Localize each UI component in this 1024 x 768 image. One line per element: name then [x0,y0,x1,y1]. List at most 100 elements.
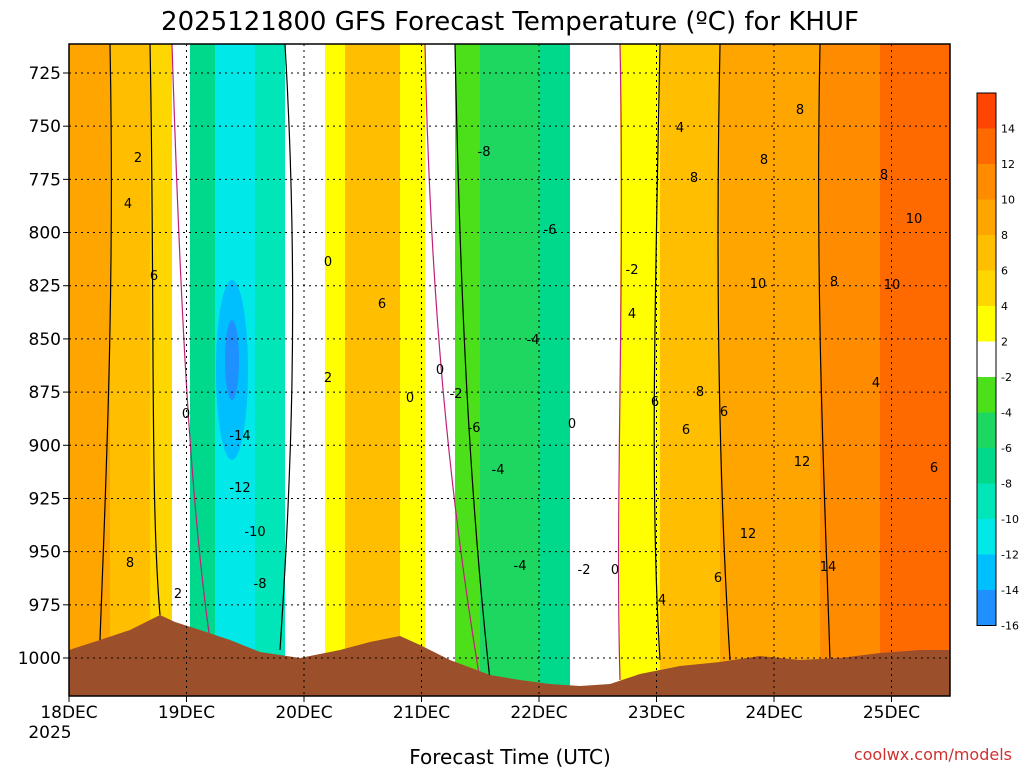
colorbar-label: 2 [1001,336,1008,349]
temperature-band [720,44,820,696]
y-tick-label: 800 [29,224,61,244]
contour-label: 4 [872,376,880,391]
colorbar-swatch [977,270,996,306]
y-tick-label: 775 [29,170,61,190]
temperature-band [190,44,215,696]
x-tick-label: 25DEC [863,703,920,723]
x-axis-title: Forecast Time (UTC) [409,745,611,768]
temperature-band [285,44,325,696]
temperature-band [455,44,480,696]
y-tick-label: 1000 [18,649,61,669]
colorbar-label: -10 [1001,513,1019,526]
colorbar-label: -2 [1001,371,1012,384]
contour-line [454,44,491,681]
x-axis-year-label: 2025 [28,723,71,743]
y-tick-label: 750 [29,117,61,137]
contour-label: -4 [527,333,540,348]
contour-label: -8 [478,145,491,160]
contour-label: -4 [514,559,527,574]
contour-label: -2 [578,563,591,578]
contour-line [818,44,831,661]
terrain-surface [69,615,950,696]
contour-value-labels: 2 4 6 8 0 -14 -12 -10 -8 0 2 6 0 0 -2 -6 -4 -8 -6 -4 -4 0 -2 -2… [124,103,938,608]
colorbar-label: -16 [1001,620,1019,633]
y-tick-label: 875 [29,383,61,403]
contour-label: 2 [134,151,142,166]
colorbar-label: -12 [1001,549,1019,562]
contour-label: -2 [450,387,463,402]
x-tick-label: 18DEC [40,703,97,723]
temperature-band [345,44,400,696]
plot-border [68,43,951,697]
contour-label: 4 [676,121,684,136]
contour-label: 0 [324,255,332,270]
contour-label: 12 [794,455,811,470]
contour-label: 4 [628,307,636,322]
colorbar-label: -8 [1001,478,1012,491]
colorbar-swatch [977,483,996,519]
colorbar-label: -14 [1001,584,1019,597]
temperature-fill-layer [69,44,950,696]
y-tick-label: 925 [29,489,61,509]
colorbar-swatch [977,519,996,555]
contour-label: 8 [796,103,804,118]
contour-line [424,44,481,681]
contour-label: 8 [760,153,768,168]
contour-label: -14 [229,429,250,444]
temperature-band [172,44,190,696]
colorbar-swatch [977,341,996,377]
colorbar-border [976,92,997,626]
contour-label: 6 [682,423,690,438]
colorbar-label: -4 [1001,407,1012,420]
contour-label: -10 [244,525,265,540]
grid-lines [69,44,950,696]
contour-label: 8 [696,385,704,400]
contour-label: 6 [720,405,728,420]
x-tick-label: 23DEC [628,703,685,723]
contour-label: 6 [930,461,938,476]
x-axis-date-ticks: 18DEC 19DEC 20DEC 21DEC 22DEC 23DEC 24DEC 25DEC [40,696,920,723]
colorbar-swatch [977,306,996,342]
temperature-band [880,44,950,696]
temperature-band [110,44,150,696]
colorbar-label: 14 [1001,123,1015,136]
x-tick-label: 20DEC [275,703,332,723]
colorbar-swatch [977,164,996,200]
temperature-band [620,44,660,696]
contour-label: 0 [436,363,444,378]
temperature-contour-layer [99,44,831,681]
colorbar-swatch [977,93,996,129]
y-tick-label: 825 [29,277,61,297]
contour-label: 12 [740,527,757,542]
temperature-band [570,44,620,696]
contour-label: 0 [182,407,190,422]
temperature-band [480,44,540,696]
contour-label: 2 [324,371,332,386]
contour-label: -12 [229,481,250,496]
contour-label: -6 [544,223,557,238]
contour-label: 6 [651,395,659,410]
x-tick-label: 22DEC [510,703,567,723]
y-tick-label: 900 [29,436,61,456]
colorbar-label: 12 [1001,158,1015,171]
chart-title: 2025121800 GFS Forecast Temperature (ºC)… [161,7,859,37]
contour-label: 14 [820,560,837,575]
x-tick-label: 24DEC [745,703,802,723]
colorbar-label: 6 [1001,265,1008,278]
contour-label: 6 [714,571,722,586]
colorbar-swatch [977,448,996,484]
y-tick-label: 975 [29,596,61,616]
temperature-band [255,44,285,696]
credit-text: coolwx.com/models [854,745,1012,764]
contour-label: -4 [492,463,505,478]
contour-line [279,44,294,651]
colorbar-swatch [977,377,996,413]
contour-label: 0 [568,417,576,432]
contour-line [171,44,211,641]
colorbar-swatch [977,199,996,235]
contour-line [717,44,731,661]
contour-label: -8 [254,577,267,592]
colorbar-swatch [977,554,996,590]
colorbar-swatch [977,590,996,626]
